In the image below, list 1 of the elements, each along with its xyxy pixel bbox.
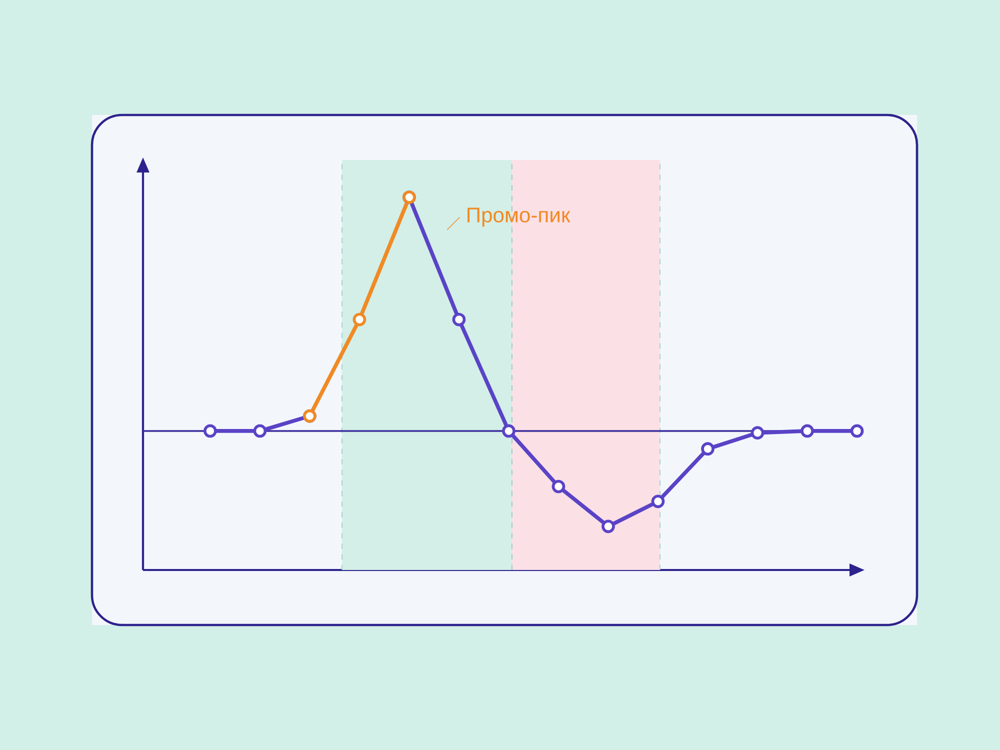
annotation: Промо-пик <box>468 208 570 227</box>
